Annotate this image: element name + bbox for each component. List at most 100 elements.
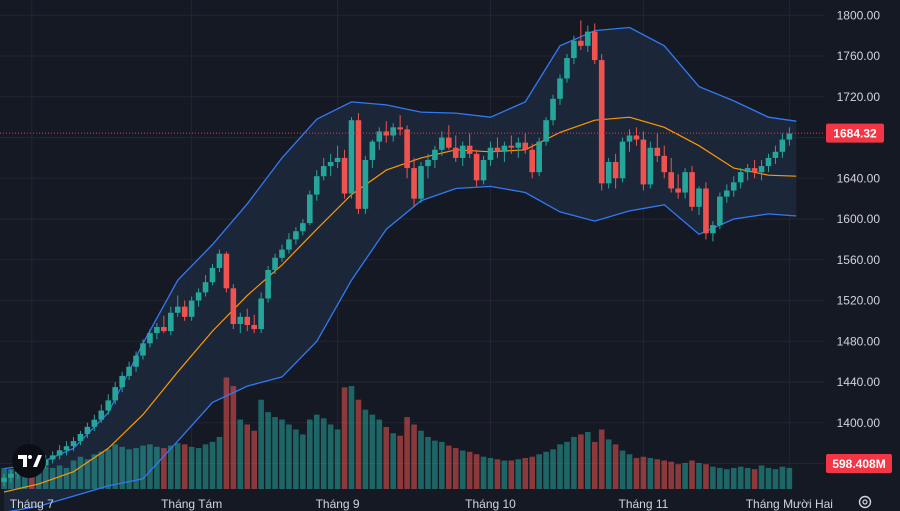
volume-bar [300, 434, 306, 489]
volume-bar [307, 419, 313, 489]
candle-body [70, 441, 77, 447]
candle-body [1, 477, 7, 482]
candle-body [536, 141, 542, 173]
candle [654, 133, 661, 162]
volume-label: 598.408M [832, 457, 885, 471]
candle-body [585, 31, 591, 46]
volume-bar [216, 436, 223, 489]
candle-body [216, 253, 223, 268]
volume-bar [181, 444, 188, 489]
candle-body [689, 172, 695, 207]
candle-body [598, 60, 605, 184]
candle [640, 131, 647, 191]
candle-body [439, 137, 445, 150]
volume-bar [98, 451, 105, 489]
volume-bar [22, 470, 28, 489]
candle [237, 312, 244, 334]
basis-line [3, 116, 797, 493]
candle [605, 157, 612, 189]
candle-body [348, 120, 355, 194]
candle [404, 125, 410, 179]
candle [230, 284, 237, 330]
volume-bar [383, 427, 390, 489]
candle [251, 314, 257, 334]
candle-body [279, 249, 285, 258]
tradingview-logo[interactable] [12, 444, 46, 478]
candle-body [751, 168, 758, 173]
volume-bar [355, 399, 362, 489]
candle-body [133, 355, 139, 367]
candle [293, 227, 299, 245]
volume-bar [737, 466, 744, 489]
candle-body [126, 366, 132, 376]
volume-bar [675, 464, 681, 489]
candle [446, 125, 452, 150]
volume-bar [425, 436, 431, 489]
volume-bar [15, 471, 21, 489]
volume-bar [640, 456, 647, 489]
x-axis: Tháng 7 Tháng Tám Tháng 9 Tháng 10 Tháng 11 T… [10, 497, 833, 511]
candle-body [112, 387, 118, 401]
x-tick-label: Tháng 11 [618, 497, 668, 511]
volume-bar [522, 458, 529, 489]
volume-bar [571, 436, 577, 489]
candle-body [744, 168, 751, 173]
volume-bar [529, 456, 535, 489]
candle-body [174, 306, 181, 313]
candle [181, 300, 188, 321]
volume-bar [91, 454, 98, 489]
candle-body [327, 161, 334, 167]
volume-bar [744, 467, 751, 489]
candle-body [508, 145, 515, 148]
candle [765, 153, 772, 173]
volume-bar [418, 430, 424, 489]
volume-bar [619, 450, 626, 489]
candle-body [571, 40, 577, 59]
candle [591, 23, 598, 65]
candle [119, 371, 125, 393]
volume-bar [564, 441, 570, 489]
candle [258, 292, 264, 334]
settings-gear-icon[interactable] [858, 495, 872, 509]
candle-body [63, 446, 70, 451]
volume-bar [536, 454, 542, 489]
lower-band-line [8, 185, 797, 511]
volume-bar [313, 414, 320, 489]
candle [320, 157, 327, 181]
candle-body [654, 147, 661, 156]
candle-body [230, 288, 237, 324]
volume-bar [446, 445, 452, 489]
candle-body [466, 145, 473, 154]
candle [244, 308, 251, 332]
candle-body [91, 419, 98, 427]
volume-bar [209, 441, 216, 489]
volume-bar [29, 474, 35, 489]
candle-body [84, 426, 91, 434]
volume-bar [578, 434, 584, 489]
candle-body [661, 155, 668, 173]
volume-bar [696, 462, 702, 489]
volume-bar [140, 445, 146, 489]
volume-bar [265, 412, 271, 489]
candle-body [696, 188, 702, 207]
candle-body [334, 157, 341, 162]
candle [383, 121, 390, 143]
volume-bar [369, 414, 376, 489]
volume-bar [585, 431, 591, 489]
candle-body [772, 151, 779, 158]
volume-bar [223, 377, 230, 489]
volume-bar [612, 444, 619, 489]
last-price-label: 1684.32 [833, 127, 877, 141]
candle [564, 53, 570, 83]
y-tick-label: 1800.00 [837, 8, 881, 22]
volume-bar [751, 469, 758, 489]
y-tick-label: 1560.00 [837, 253, 881, 267]
volume-bar [605, 439, 612, 489]
volume-bar [202, 444, 209, 489]
candle-body [265, 269, 271, 299]
volume-bar [168, 445, 174, 489]
candle-body [383, 131, 390, 136]
candle [112, 382, 118, 405]
candle [529, 143, 535, 179]
volume-bar [42, 466, 49, 489]
